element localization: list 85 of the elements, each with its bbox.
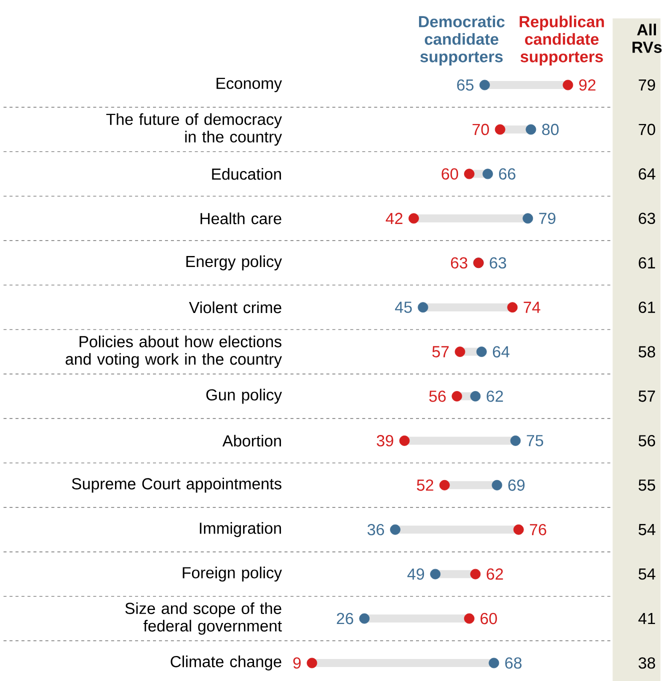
point bbox=[513, 524, 524, 535]
y-tick-label: The future of democracy in the country bbox=[106, 113, 282, 146]
point bbox=[430, 568, 441, 580]
point bbox=[488, 658, 500, 668]
y-tick-label: Violent crime bbox=[189, 301, 282, 314]
point bbox=[479, 80, 490, 90]
data-label: 92 bbox=[579, 79, 596, 91]
point bbox=[476, 346, 487, 357]
text: 38 bbox=[638, 657, 656, 669]
data-label: 64 bbox=[492, 346, 510, 358]
data-label: 45 bbox=[395, 302, 412, 313]
data-label: 69 bbox=[508, 479, 525, 491]
data-label: 63 bbox=[450, 257, 468, 269]
point bbox=[454, 346, 466, 357]
point bbox=[562, 80, 574, 90]
text: 56 bbox=[638, 435, 656, 446]
y-tick-label: Size and scope of the federal government bbox=[125, 602, 282, 635]
data-label: 26 bbox=[336, 612, 354, 624]
point bbox=[507, 302, 518, 313]
data-label: 62 bbox=[486, 390, 503, 402]
data-label: 57 bbox=[432, 346, 449, 358]
text: 54 bbox=[638, 524, 656, 536]
point bbox=[464, 613, 474, 624]
data-label: 66 bbox=[499, 168, 516, 180]
data-label: 74 bbox=[524, 302, 540, 313]
y-tick-label: Education bbox=[212, 168, 281, 180]
point bbox=[510, 436, 521, 446]
point bbox=[492, 480, 502, 490]
data-label: 65 bbox=[457, 79, 474, 91]
data-label: 39 bbox=[376, 435, 394, 446]
point bbox=[439, 480, 450, 490]
data-label: 52 bbox=[416, 479, 434, 491]
point bbox=[359, 613, 370, 624]
y-tick-label: Health care bbox=[200, 212, 282, 224]
data-label: 79 bbox=[539, 212, 556, 224]
text: 79 bbox=[638, 79, 656, 91]
data-label: 49 bbox=[407, 568, 424, 580]
point bbox=[464, 168, 474, 180]
point bbox=[418, 302, 428, 313]
y-tick-label: Abortion bbox=[222, 434, 281, 447]
y-tick-label: Climate change bbox=[170, 656, 282, 670]
point bbox=[408, 213, 419, 224]
series-label: Democratic candidate supporters bbox=[419, 16, 505, 66]
data-label: 62 bbox=[486, 568, 503, 580]
point bbox=[470, 391, 481, 402]
y-tick-label: Gun policy bbox=[206, 388, 282, 404]
text: 61 bbox=[638, 302, 656, 313]
point bbox=[390, 524, 400, 535]
y-tick-label: Energy policy bbox=[186, 255, 282, 270]
data-label: 68 bbox=[505, 657, 522, 669]
text: 58 bbox=[638, 346, 656, 358]
data-label: 75 bbox=[526, 435, 544, 446]
point bbox=[522, 213, 534, 224]
point bbox=[494, 124, 506, 135]
y-tick-label: Immigration bbox=[200, 522, 281, 538]
point bbox=[470, 568, 481, 580]
text: 70 bbox=[638, 124, 656, 136]
y-tick-label: Foreign policy bbox=[182, 566, 282, 582]
y-tick-label: Policies about how elections and voting work in the country bbox=[66, 336, 282, 368]
data-label: 56 bbox=[429, 390, 446, 402]
text: 61 bbox=[638, 257, 656, 269]
text: 63 bbox=[638, 212, 656, 224]
data-label: 42 bbox=[386, 212, 402, 224]
text: 55 bbox=[638, 480, 656, 491]
text: 57 bbox=[638, 390, 655, 402]
point bbox=[482, 168, 493, 180]
data-label: 60 bbox=[442, 168, 458, 180]
data-label: 36 bbox=[368, 524, 384, 536]
data-label: 76 bbox=[530, 524, 546, 536]
text: Republican candidate supporters bbox=[520, 16, 604, 66]
text: 41 bbox=[638, 613, 656, 624]
point bbox=[306, 658, 318, 668]
data-label: 80 bbox=[542, 124, 559, 136]
y-tick-label: Economy bbox=[216, 78, 282, 92]
text: 54 bbox=[638, 568, 656, 580]
data-label: 63 bbox=[490, 257, 506, 269]
y-tick-label: Supreme Court appointments bbox=[72, 478, 282, 493]
data-label: 9 bbox=[293, 657, 301, 669]
data-label: 60 bbox=[480, 612, 497, 624]
text: All RVs bbox=[632, 24, 662, 53]
point bbox=[452, 391, 462, 402]
point bbox=[526, 124, 536, 135]
text: 64 bbox=[638, 168, 656, 180]
data-label: 70 bbox=[472, 124, 489, 136]
point bbox=[399, 436, 410, 446]
